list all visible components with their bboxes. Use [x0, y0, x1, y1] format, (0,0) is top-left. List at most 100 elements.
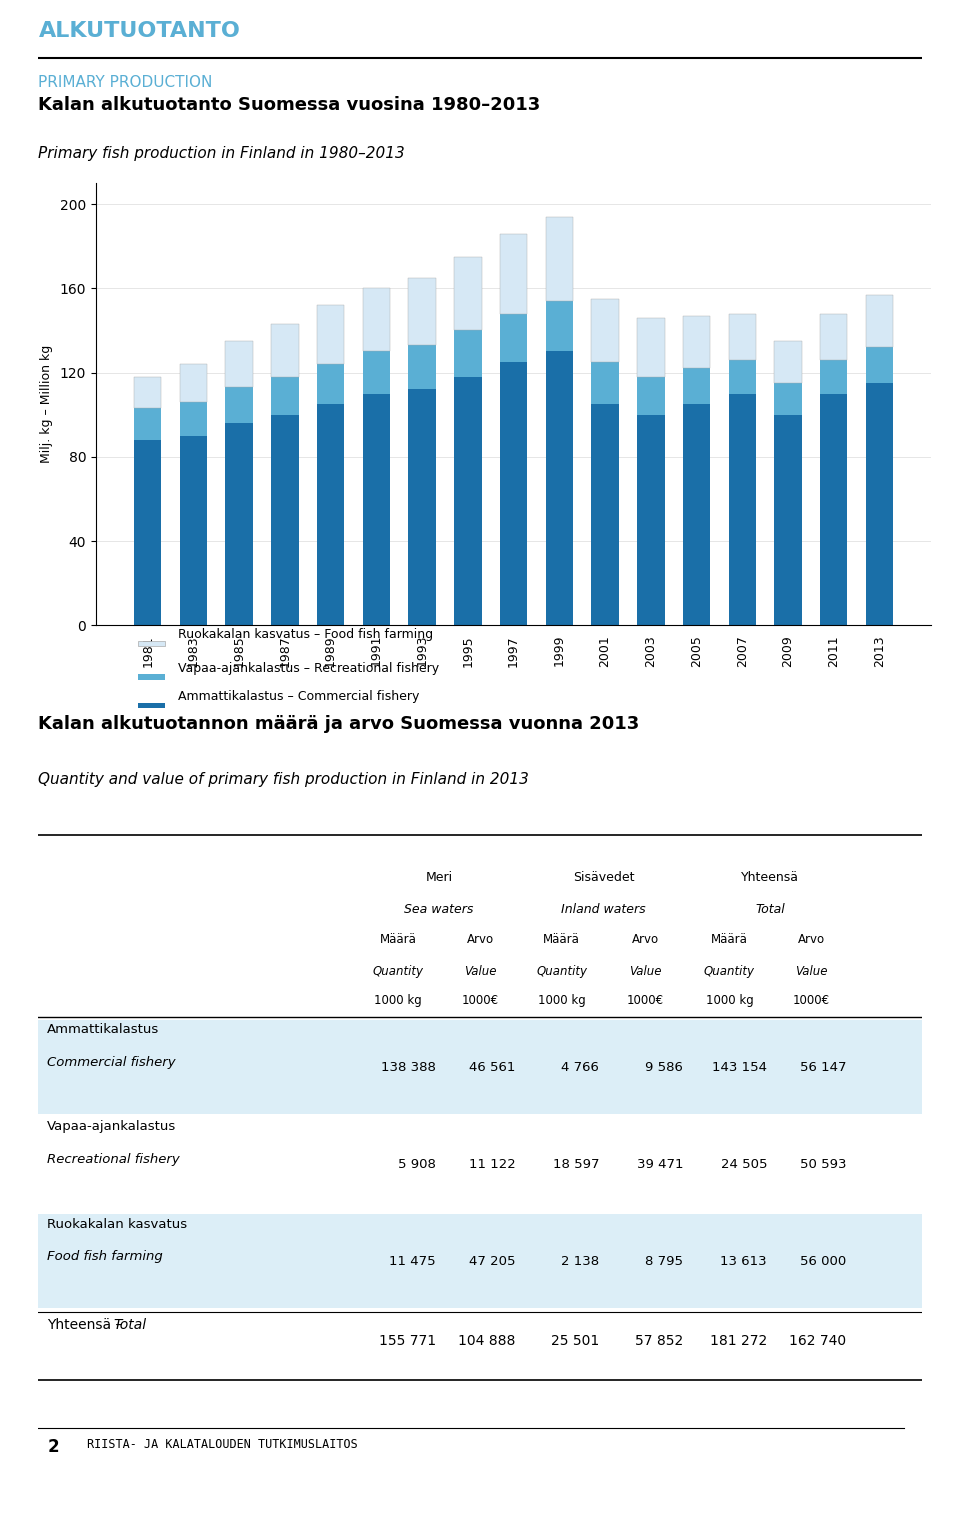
Text: Quantity and value of primary fish production in Finland in 2013: Quantity and value of primary fish produ…: [38, 772, 529, 787]
Bar: [591, 361, 619, 404]
Text: Määrä: Määrä: [380, 932, 417, 946]
Text: Quantity: Quantity: [704, 965, 755, 978]
Text: Recreational fishery: Recreational fishery: [47, 1153, 180, 1167]
Text: Ruokakalan kasvatus: Ruokakalan kasvatus: [47, 1217, 187, 1231]
Bar: [180, 436, 207, 625]
Text: 8 795: 8 795: [645, 1255, 684, 1267]
Text: 9 586: 9 586: [645, 1060, 684, 1074]
Text: Kalan alkutuotannon määrä ja arvo Suomessa vuonna 2013: Kalan alkutuotannon määrä ja arvo Suomes…: [38, 715, 639, 734]
Text: 104 888: 104 888: [458, 1334, 516, 1348]
Bar: [866, 383, 893, 625]
Bar: [134, 377, 161, 409]
Text: Quantity: Quantity: [537, 965, 588, 978]
FancyBboxPatch shape: [138, 640, 165, 647]
Bar: [363, 288, 390, 351]
Bar: [317, 364, 345, 404]
Bar: [226, 422, 252, 625]
Text: Primary fish production in Finland in 1980–2013: Primary fish production in Finland in 19…: [38, 146, 405, 162]
Text: ALKUTUOTANTO: ALKUTUOTANTO: [38, 21, 240, 41]
Bar: [545, 217, 573, 300]
Text: Määrä: Määrä: [711, 932, 748, 946]
Bar: [454, 256, 482, 331]
Text: 46 561: 46 561: [468, 1060, 516, 1074]
Text: 24 505: 24 505: [721, 1157, 767, 1171]
Bar: [545, 300, 573, 351]
Text: Kalan alkutuotanto Suomessa vuosina 1980–2013: Kalan alkutuotanto Suomessa vuosina 1980…: [38, 96, 540, 114]
Text: Ammattikalastus: Ammattikalastus: [47, 1023, 159, 1037]
Bar: [637, 317, 664, 377]
Text: Commercial fishery: Commercial fishery: [47, 1055, 176, 1069]
Text: 143 154: 143 154: [712, 1060, 767, 1074]
Text: 50 593: 50 593: [800, 1157, 847, 1171]
Bar: [500, 314, 527, 361]
Text: Food fish farming: Food fish farming: [47, 1250, 163, 1263]
Bar: [408, 389, 436, 625]
Text: 47 205: 47 205: [468, 1255, 516, 1267]
Text: Value: Value: [630, 965, 661, 978]
Text: RIISTA- JA KALATALOUDEN TUTKIMUSLAITOS: RIISTA- JA KALATALOUDEN TUTKIMUSLAITOS: [87, 1438, 358, 1452]
Bar: [500, 233, 527, 314]
Bar: [180, 364, 207, 403]
FancyBboxPatch shape: [38, 1020, 922, 1113]
Text: Arvo: Arvo: [467, 932, 493, 946]
Bar: [408, 345, 436, 389]
FancyBboxPatch shape: [138, 674, 165, 680]
Text: 4 766: 4 766: [562, 1060, 599, 1074]
Text: 138 388: 138 388: [381, 1060, 436, 1074]
Text: Arvo: Arvo: [632, 932, 660, 946]
Text: 11 475: 11 475: [389, 1255, 436, 1267]
Y-axis label: Milj. kg – Million kg: Milj. kg – Million kg: [39, 345, 53, 464]
Bar: [180, 403, 207, 436]
Text: 1000 kg: 1000 kg: [706, 994, 754, 1007]
Text: Sea waters: Sea waters: [404, 903, 474, 917]
Bar: [134, 439, 161, 625]
Text: Ruokakalan kasvatus – Food fish farming: Ruokakalan kasvatus – Food fish farming: [178, 628, 433, 640]
Text: PRIMARY PRODUCTION: PRIMARY PRODUCTION: [38, 75, 213, 90]
Bar: [591, 404, 619, 625]
Bar: [637, 415, 664, 625]
Bar: [866, 294, 893, 348]
Text: 57 852: 57 852: [635, 1334, 684, 1348]
Text: Total: Total: [756, 903, 785, 917]
Text: 56 147: 56 147: [800, 1060, 847, 1074]
Text: 18 597: 18 597: [553, 1157, 599, 1171]
Text: Total: Total: [113, 1318, 147, 1333]
Bar: [591, 299, 619, 361]
Text: Value: Value: [795, 965, 828, 978]
Bar: [363, 351, 390, 393]
Bar: [317, 305, 345, 364]
Text: 56 000: 56 000: [801, 1255, 847, 1267]
Text: 181 272: 181 272: [709, 1334, 767, 1348]
Bar: [271, 325, 299, 377]
Bar: [775, 415, 802, 625]
Text: Quantity: Quantity: [372, 965, 423, 978]
Text: Meri: Meri: [425, 871, 453, 884]
Bar: [866, 348, 893, 383]
Bar: [408, 278, 436, 345]
Bar: [775, 342, 802, 383]
Text: Ammattikalastus – Commercial fishery: Ammattikalastus – Commercial fishery: [178, 691, 420, 703]
Text: 25 501: 25 501: [551, 1334, 599, 1348]
Text: Yhteensä: Yhteensä: [741, 871, 800, 884]
Bar: [729, 314, 756, 360]
Bar: [134, 409, 161, 439]
Text: 162 740: 162 740: [789, 1334, 847, 1348]
Bar: [729, 360, 756, 393]
Text: Yhteensä –: Yhteensä –: [47, 1318, 123, 1333]
Bar: [500, 361, 527, 625]
Text: 155 771: 155 771: [378, 1334, 436, 1348]
Text: 2 138: 2 138: [561, 1255, 599, 1267]
Text: Arvo: Arvo: [798, 932, 825, 946]
Bar: [683, 316, 710, 369]
Bar: [545, 351, 573, 625]
Bar: [271, 415, 299, 625]
Bar: [683, 369, 710, 404]
Text: Vapaa-ajankalastus: Vapaa-ajankalastus: [47, 1121, 177, 1133]
Bar: [226, 342, 252, 387]
Text: Inland waters: Inland waters: [562, 903, 646, 917]
Bar: [454, 331, 482, 377]
Text: 1000€: 1000€: [627, 994, 664, 1007]
Bar: [729, 393, 756, 625]
Bar: [820, 360, 848, 393]
Text: 1000€: 1000€: [793, 994, 829, 1007]
